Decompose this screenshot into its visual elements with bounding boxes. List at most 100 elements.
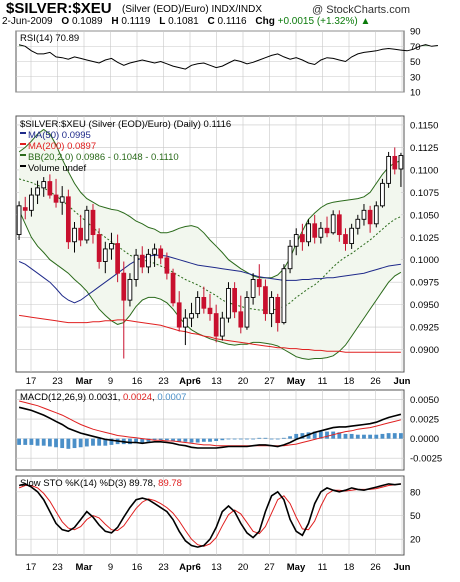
rsi-tick-label: 10 — [410, 88, 421, 99]
rsi-legend: RSI(14) 70.89 — [20, 33, 79, 44]
ma50-line — [18, 254, 401, 304]
stochastic-legend-part: 89.78 — [129, 478, 153, 489]
x-axis-label-bottom: 11 — [318, 562, 328, 573]
x-axis-label: Jun — [394, 376, 411, 387]
rsi-tick-label: 70 — [410, 42, 421, 53]
macd-histogram-bar — [177, 438, 182, 442]
bollinger-legend: BB(20,2.0) 0.0986 - 0.1048 - 0.1110 — [28, 152, 179, 163]
x-axis-label-bottom: Apr6 — [179, 562, 201, 573]
candle-body — [47, 181, 53, 196]
ma50-legend-swatch — [20, 132, 26, 134]
macd-histogram-bar — [60, 438, 65, 449]
x-axis-label: 23 — [158, 376, 169, 387]
x-axis-label-bottom: May — [287, 562, 306, 573]
sto-tick-label: 80 — [410, 487, 421, 498]
x-axis-label: 20 — [238, 376, 249, 387]
macd-histogram-bar — [325, 431, 329, 439]
x-axis-label: 11 — [318, 376, 328, 387]
candle-body — [238, 311, 244, 328]
candle-body — [361, 209, 367, 220]
candle-body — [324, 227, 330, 234]
macd-histogram-bar — [201, 438, 206, 442]
x-axis-label-bottom: 23 — [158, 562, 169, 573]
macd-histogram-bar — [183, 438, 188, 442]
candle-body — [195, 296, 201, 315]
macd-histogram-bar — [134, 438, 139, 444]
ohlc-summary: 2-Jun-2009 O 0.1089 H 0.1119 L 0.1081 C … — [2, 16, 370, 27]
candle-body — [41, 181, 47, 189]
sto-tick-label: 20 — [410, 535, 421, 546]
candle-body — [29, 194, 34, 211]
price-legend-title: $SILVER:$XEU (Silver (EOD)/Euro) (Daily)… — [20, 119, 231, 130]
bollinger-legend-swatch — [20, 154, 26, 156]
candle-body — [232, 288, 237, 313]
x-axis-label-bottom: 9 — [108, 562, 113, 573]
candle-body — [281, 268, 287, 324]
macd-histogram-bar — [300, 433, 305, 439]
x-axis-label-bottom: Jun — [394, 562, 411, 573]
candle-body — [121, 272, 127, 301]
ma50-legend: MA(50) 0.0995 — [28, 130, 91, 141]
x-axis-label: Mar — [76, 376, 93, 387]
x-axis-label: Apr6 — [179, 376, 201, 387]
macd-histogram-bar — [152, 438, 157, 441]
close-value: 0.1116 — [217, 16, 247, 27]
candle-body — [343, 234, 348, 245]
macd-histogram-bar — [337, 432, 342, 439]
candle-body — [349, 227, 355, 245]
macd-histogram-bar — [195, 438, 200, 443]
macd-histogram-bar — [399, 433, 403, 439]
macd-histogram-bar — [158, 438, 163, 441]
macd-legend: MACD(12,26,9) 0.0031, 0.0024, 0.0007 — [20, 392, 186, 403]
ma200-legend: MA(200) 0.0897 — [28, 141, 96, 152]
macd-histogram-bar — [66, 438, 71, 449]
macd-histogram-bar — [109, 438, 114, 445]
candle-body — [152, 248, 157, 255]
macd-histogram-bar — [251, 438, 256, 440]
macd-histogram-bar — [318, 431, 323, 439]
x-axis-label: 17 — [26, 376, 37, 387]
high-label: H — [111, 16, 119, 27]
macd-histogram-bar — [146, 438, 151, 442]
rsi-tick-label: 30 — [410, 72, 421, 83]
x-axis-label: 27 — [264, 376, 275, 387]
candle-body — [170, 272, 176, 304]
x-axis-label: 23 — [52, 376, 63, 387]
macd-legend-part: 0.0031 — [89, 392, 118, 403]
x-axis-label-bottom: 26 — [370, 562, 381, 573]
close-label: C — [207, 16, 215, 27]
candle-body — [293, 234, 299, 247]
candle-body — [53, 194, 59, 203]
macd-histogram-bar — [47, 438, 52, 447]
candle-body — [201, 296, 207, 309]
candle-body — [398, 155, 404, 170]
candle-body — [226, 288, 231, 319]
macd-histogram-bar — [312, 431, 317, 439]
x-axis-label: 26 — [370, 376, 381, 387]
x-axis-label-bottom: 17 — [26, 562, 37, 573]
price-tick-label: 0.0925 — [410, 323, 439, 334]
macd-histogram-bar — [41, 438, 46, 446]
stochastic-legend: Slow STO %K(14) %D(3) 89.78, 89.78 — [20, 478, 182, 489]
candle-body — [183, 317, 188, 328]
price-tick-label: 0.1000 — [410, 255, 439, 266]
volume-legend-swatch — [20, 165, 26, 167]
macd-histogram-bar — [355, 434, 360, 439]
quote-date: 2-Jun-2009 — [2, 16, 53, 27]
macd-histogram-bar — [208, 438, 212, 442]
candle-body — [22, 207, 28, 211]
copyright-link[interactable]: @ StockCharts.com — [312, 4, 410, 16]
candle-body — [318, 227, 324, 238]
candle-body — [244, 296, 250, 328]
x-axis-label-bottom: 18 — [344, 562, 355, 573]
candle-body — [380, 182, 385, 207]
volume-legend: Volume undef — [28, 163, 86, 174]
candle-body — [336, 214, 342, 236]
x-axis-label: May — [287, 376, 306, 387]
price-tick-label: 0.1075 — [410, 188, 439, 199]
candle-body — [72, 227, 77, 243]
macd-histogram-bar — [294, 433, 299, 439]
macd-tick-label: -0.0025 — [410, 454, 442, 465]
candle-body — [90, 209, 96, 236]
price-tick-label: 0.1125 — [410, 143, 438, 154]
